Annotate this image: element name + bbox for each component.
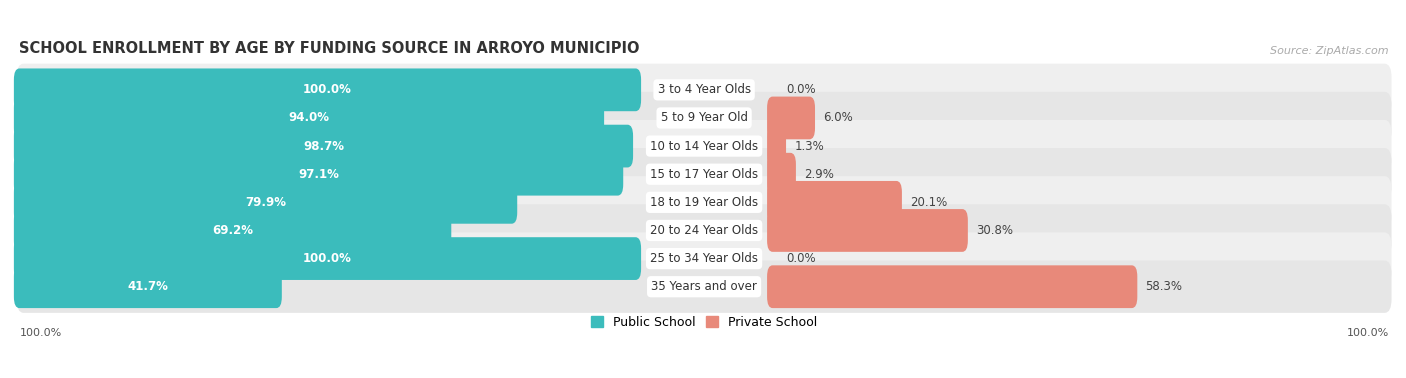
FancyBboxPatch shape [14, 209, 451, 252]
FancyBboxPatch shape [17, 204, 1392, 257]
Text: 98.7%: 98.7% [302, 139, 344, 153]
FancyBboxPatch shape [768, 265, 1137, 308]
Text: 30.8%: 30.8% [976, 224, 1014, 237]
Text: 100.0%: 100.0% [1347, 328, 1389, 338]
FancyBboxPatch shape [14, 68, 641, 111]
FancyBboxPatch shape [17, 176, 1392, 228]
Text: 25 to 34 Year Olds: 25 to 34 Year Olds [650, 252, 758, 265]
FancyBboxPatch shape [14, 237, 641, 280]
Text: 3 to 4 Year Olds: 3 to 4 Year Olds [658, 83, 751, 96]
Text: 94.0%: 94.0% [288, 112, 329, 124]
Text: 35 Years and over: 35 Years and over [651, 280, 756, 293]
FancyBboxPatch shape [768, 153, 796, 195]
FancyBboxPatch shape [14, 125, 633, 167]
Text: 5 to 9 Year Old: 5 to 9 Year Old [661, 112, 748, 124]
Text: 18 to 19 Year Olds: 18 to 19 Year Olds [650, 196, 758, 209]
Text: 2.9%: 2.9% [804, 168, 834, 181]
Text: 100.0%: 100.0% [304, 252, 352, 265]
FancyBboxPatch shape [17, 148, 1392, 200]
Text: 6.0%: 6.0% [824, 112, 853, 124]
Text: 20 to 24 Year Olds: 20 to 24 Year Olds [650, 224, 758, 237]
Text: 20.1%: 20.1% [910, 196, 948, 209]
FancyBboxPatch shape [17, 232, 1392, 285]
Text: Source: ZipAtlas.com: Source: ZipAtlas.com [1270, 46, 1389, 56]
Text: 41.7%: 41.7% [128, 280, 169, 293]
FancyBboxPatch shape [17, 64, 1392, 116]
Text: SCHOOL ENROLLMENT BY AGE BY FUNDING SOURCE IN ARROYO MUNICIPIO: SCHOOL ENROLLMENT BY AGE BY FUNDING SOUR… [20, 41, 640, 56]
FancyBboxPatch shape [14, 153, 623, 195]
Text: 58.3%: 58.3% [1146, 280, 1182, 293]
Legend: Public School, Private School: Public School, Private School [586, 311, 823, 334]
FancyBboxPatch shape [17, 92, 1392, 144]
FancyBboxPatch shape [768, 97, 815, 139]
FancyBboxPatch shape [17, 120, 1392, 172]
Text: 69.2%: 69.2% [212, 224, 253, 237]
FancyBboxPatch shape [768, 209, 967, 252]
Text: 1.3%: 1.3% [794, 139, 824, 153]
FancyBboxPatch shape [14, 97, 605, 139]
Text: 79.9%: 79.9% [245, 196, 285, 209]
Text: 15 to 17 Year Olds: 15 to 17 Year Olds [650, 168, 758, 181]
FancyBboxPatch shape [17, 260, 1392, 313]
FancyBboxPatch shape [14, 181, 517, 224]
FancyBboxPatch shape [768, 181, 901, 224]
Text: 0.0%: 0.0% [786, 252, 815, 265]
FancyBboxPatch shape [14, 265, 281, 308]
Text: 10 to 14 Year Olds: 10 to 14 Year Olds [650, 139, 758, 153]
Text: 100.0%: 100.0% [20, 328, 62, 338]
Text: 100.0%: 100.0% [304, 83, 352, 96]
Text: 0.0%: 0.0% [786, 83, 815, 96]
Text: 97.1%: 97.1% [298, 168, 339, 181]
FancyBboxPatch shape [768, 125, 786, 167]
